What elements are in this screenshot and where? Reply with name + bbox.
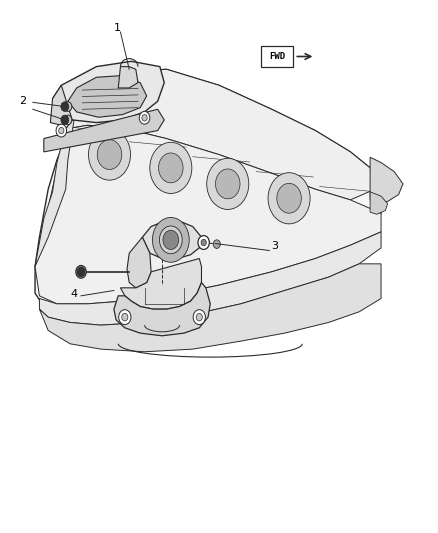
Polygon shape (35, 125, 381, 304)
Circle shape (159, 226, 182, 254)
Text: FWD: FWD (269, 52, 285, 61)
Polygon shape (120, 259, 201, 309)
Polygon shape (118, 67, 138, 88)
Circle shape (152, 217, 189, 262)
Polygon shape (142, 221, 201, 259)
Polygon shape (39, 232, 381, 325)
Text: 4: 4 (70, 289, 77, 299)
Circle shape (142, 115, 147, 121)
Circle shape (56, 124, 67, 137)
Polygon shape (35, 117, 74, 266)
Circle shape (139, 111, 150, 124)
Polygon shape (35, 69, 381, 317)
Circle shape (119, 310, 131, 325)
Polygon shape (68, 76, 147, 117)
Polygon shape (114, 282, 210, 336)
Circle shape (277, 183, 301, 213)
Circle shape (77, 267, 85, 277)
Circle shape (198, 236, 209, 249)
Circle shape (150, 142, 192, 193)
Circle shape (163, 230, 179, 249)
Circle shape (166, 233, 176, 246)
Text: 2: 2 (19, 96, 26, 106)
Polygon shape (53, 61, 164, 123)
Circle shape (213, 240, 220, 248)
Polygon shape (370, 192, 388, 214)
Circle shape (215, 169, 240, 199)
Circle shape (76, 265, 86, 278)
Circle shape (61, 102, 69, 111)
Circle shape (196, 313, 202, 321)
Circle shape (61, 115, 69, 125)
Polygon shape (39, 264, 381, 352)
Circle shape (88, 129, 131, 180)
Circle shape (97, 140, 122, 169)
Polygon shape (66, 69, 381, 200)
Polygon shape (50, 85, 72, 125)
Circle shape (122, 313, 128, 321)
Polygon shape (127, 237, 151, 288)
Circle shape (64, 115, 72, 125)
Circle shape (207, 158, 249, 209)
Bar (261, 46, 293, 67)
Circle shape (201, 239, 206, 246)
Polygon shape (44, 109, 164, 152)
Circle shape (64, 102, 72, 111)
Polygon shape (370, 157, 403, 204)
Circle shape (193, 310, 205, 325)
Circle shape (159, 153, 183, 183)
Circle shape (268, 173, 310, 224)
Circle shape (59, 127, 64, 134)
Text: 3: 3 (272, 241, 279, 251)
Text: 1: 1 (114, 23, 121, 33)
